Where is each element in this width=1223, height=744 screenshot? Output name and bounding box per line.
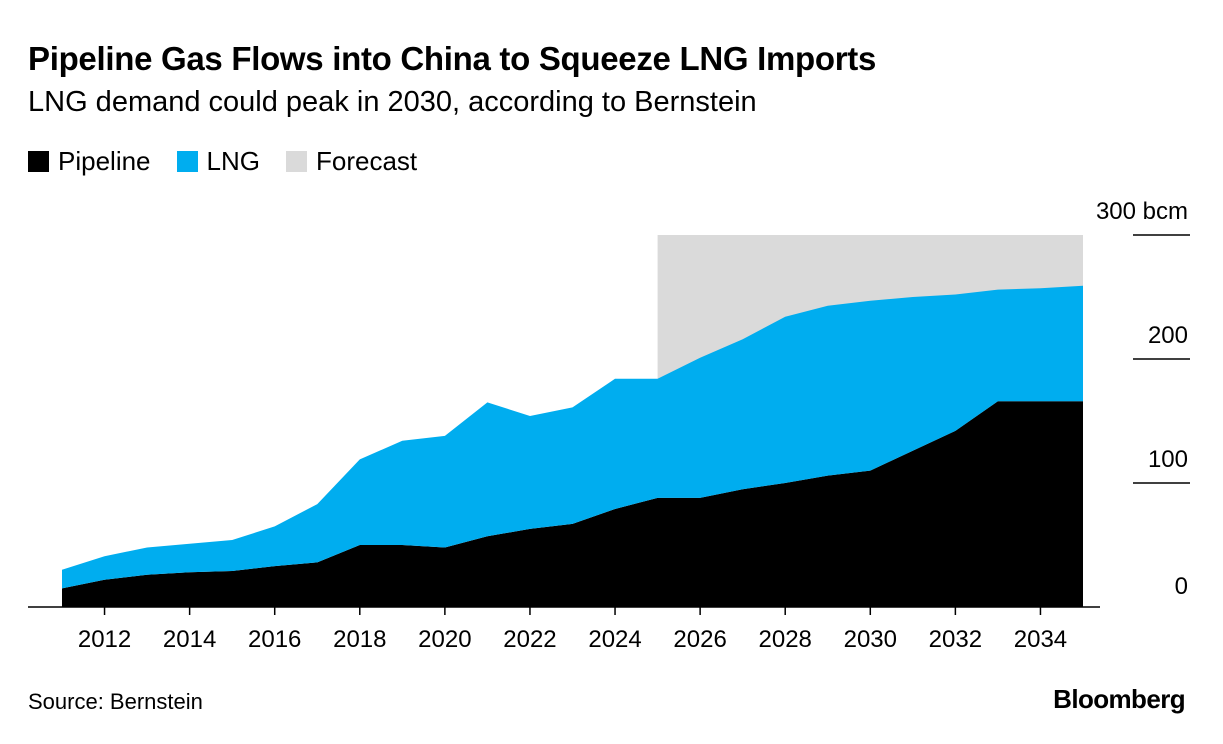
area-pipeline — [62, 401, 1083, 607]
legend-label-lng: LNG — [206, 146, 260, 176]
legend-swatch-lng — [176, 151, 198, 172]
legend-item-lng: LNG — [176, 146, 260, 177]
x-tick-label-2016: 2016 — [248, 626, 301, 653]
x-tick-label-2026: 2026 — [673, 626, 726, 653]
x-tick-label-2024: 2024 — [588, 626, 641, 653]
legend: Pipeline LNG Forecast — [28, 146, 443, 177]
legend-swatch-forecast — [285, 151, 307, 172]
area-lng — [62, 285, 1083, 589]
chart-subtitle: LNG demand could peak in 2030, according… — [28, 86, 757, 118]
x-axis: 2012 2014 2016 2018 2020 2022 2024 2026 2028 2030… — [28, 606, 1100, 653]
series-layer — [62, 285, 1083, 607]
x-tick-label-2012: 2012 — [78, 626, 131, 653]
y-tick-label-0: 0 — [1175, 573, 1188, 600]
legend-item-forecast: Forecast — [285, 146, 418, 177]
y-tick-label-100: 100 — [1148, 446, 1188, 473]
legend-label-forecast: Forecast — [315, 146, 418, 176]
source-note: Source: Bernstein — [28, 689, 203, 714]
x-tick-label-2022: 2022 — [503, 626, 556, 653]
x-tick-label-2032: 2032 — [929, 626, 982, 653]
legend-label-pipeline: Pipeline — [58, 146, 151, 176]
x-tick-label-2020: 2020 — [418, 626, 471, 653]
y-tick-label-300: 300 bcm — [1096, 198, 1188, 225]
chart-title: Pipeline Gas Flows into China to Squeeze… — [28, 40, 877, 77]
y-axis: 0 100 200 300 bcm — [1096, 198, 1190, 600]
bloomberg-logo: Bloomberg — [1053, 684, 1185, 714]
legend-swatch-pipeline — [28, 151, 49, 172]
x-tick-label-2018: 2018 — [333, 626, 386, 653]
x-tick-label-2034: 2034 — [1014, 626, 1067, 653]
x-tick-label-2014: 2014 — [163, 626, 216, 653]
y-tick-label-200: 200 — [1148, 322, 1188, 349]
legend-item-pipeline: Pipeline — [28, 146, 151, 177]
x-tick-label-2030: 2030 — [844, 626, 897, 653]
x-tick-label-2028: 2028 — [759, 626, 812, 653]
